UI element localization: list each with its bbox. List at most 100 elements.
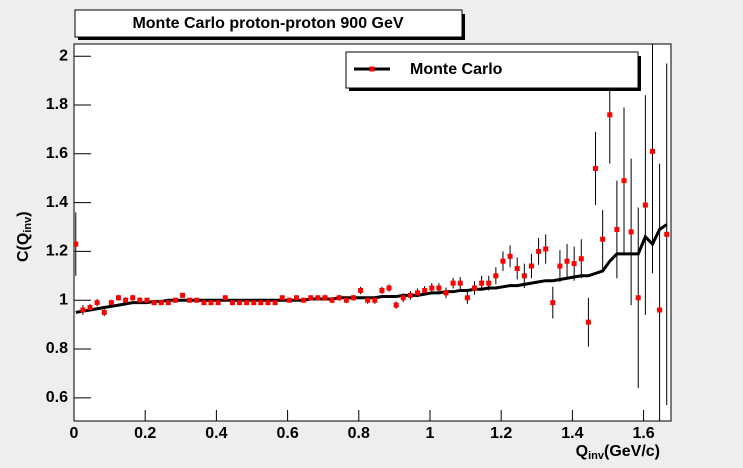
data-point: [244, 300, 250, 306]
data-point: [642, 202, 648, 208]
data-point: [400, 295, 406, 301]
y-tick-label: 2: [59, 47, 68, 64]
data-point: [165, 300, 171, 306]
data-point: [628, 229, 634, 235]
data-point: [543, 246, 549, 252]
data-point: [172, 297, 178, 303]
y-label-sub: inv: [22, 216, 34, 233]
data-point: [151, 300, 157, 306]
y-label-main: C(Q: [15, 233, 32, 262]
legend-label: Monte Carlo: [410, 61, 503, 78]
data-point: [137, 297, 143, 303]
data-point: [457, 280, 463, 286]
data-point: [251, 300, 257, 306]
data-point: [379, 287, 385, 293]
x-tick-label: 1.2: [490, 425, 512, 442]
y-tick-label: 1.2: [46, 243, 68, 260]
x-tick-label: 0.4: [205, 425, 227, 442]
data-point: [94, 300, 100, 306]
x-axis-label: Qinv(GeV/c): [576, 443, 660, 462]
data-point: [393, 302, 399, 308]
data-point: [272, 300, 278, 306]
data-point: [187, 297, 193, 303]
data-point: [222, 295, 228, 301]
data-point: [635, 295, 641, 301]
data-point: [422, 287, 428, 293]
y-tick-label: 0.8: [46, 340, 68, 357]
data-point: [621, 178, 627, 184]
data-point: [265, 300, 271, 306]
data-point: [301, 297, 307, 303]
data-point: [258, 300, 264, 306]
data-point: [600, 236, 606, 242]
data-point: [479, 280, 485, 286]
legend: Monte Carlo: [345, 51, 641, 91]
data-point: [564, 258, 570, 264]
data-point: [208, 300, 214, 306]
x-tick-label: 0.2: [134, 425, 156, 442]
x-label-rest: (GeV/c): [604, 443, 660, 460]
data-point: [293, 295, 299, 301]
data-point: [464, 295, 470, 301]
data-point: [649, 148, 655, 154]
data-point: [229, 300, 235, 306]
data-point: [180, 292, 186, 298]
chart-title: Monte Carlo proton-proton 900 GeV: [132, 15, 403, 32]
data-point: [80, 307, 86, 313]
data-point: [521, 273, 527, 279]
y-tick-label: 0.6: [46, 389, 68, 406]
data-point: [322, 295, 328, 301]
data-point: [308, 295, 314, 301]
x-label-sub: inv: [588, 450, 605, 462]
data-point: [158, 300, 164, 306]
data-point: [372, 297, 378, 303]
legend-box: [345, 51, 639, 89]
data-point: [123, 297, 129, 303]
data-point: [101, 309, 107, 315]
data-point: [286, 297, 292, 303]
data-point: [436, 285, 442, 291]
x-tick-label: 0.6: [276, 425, 298, 442]
x-tick-label: 0: [70, 425, 79, 442]
y-tick-label: 1: [59, 291, 68, 308]
data-point: [215, 300, 221, 306]
x-tick-label: 0.8: [348, 425, 370, 442]
data-point: [500, 258, 506, 264]
data-point: [415, 290, 421, 296]
data-point: [144, 297, 150, 303]
data-point: [74, 241, 79, 247]
data-point: [115, 295, 121, 301]
data-point: [536, 248, 542, 254]
y-label-close: ): [15, 211, 32, 216]
data-point: [343, 297, 349, 303]
x-tick-label: 1.6: [632, 425, 654, 442]
data-point: [194, 297, 200, 303]
data-point: [514, 265, 520, 271]
data-point: [87, 305, 93, 311]
data-point: [486, 280, 492, 286]
y-tick-label: 1.6: [46, 145, 68, 162]
data-point: [350, 295, 356, 301]
data-point: [593, 165, 599, 171]
data-point: [607, 112, 613, 118]
x-tick-label: 1: [426, 425, 435, 442]
data-point: [336, 295, 342, 301]
x-tick-label: 1.4: [561, 425, 583, 442]
plot-area: [74, 44, 670, 421]
data-point: [550, 300, 556, 306]
data-point: [108, 300, 114, 306]
data-point: [279, 295, 285, 301]
plot-frame: [73, 43, 672, 422]
data-point: [614, 226, 620, 232]
x-label-main: Q: [576, 443, 588, 460]
data-point: [571, 261, 577, 267]
data-point: [201, 300, 207, 306]
data-point: [130, 295, 136, 301]
data-point: [450, 280, 456, 286]
data-point: [315, 295, 321, 301]
y-tick-label: 1.4: [46, 194, 68, 211]
data-point: [657, 307, 663, 313]
y-axis-label: C(Qinv): [15, 211, 34, 262]
data-point: [429, 285, 435, 291]
